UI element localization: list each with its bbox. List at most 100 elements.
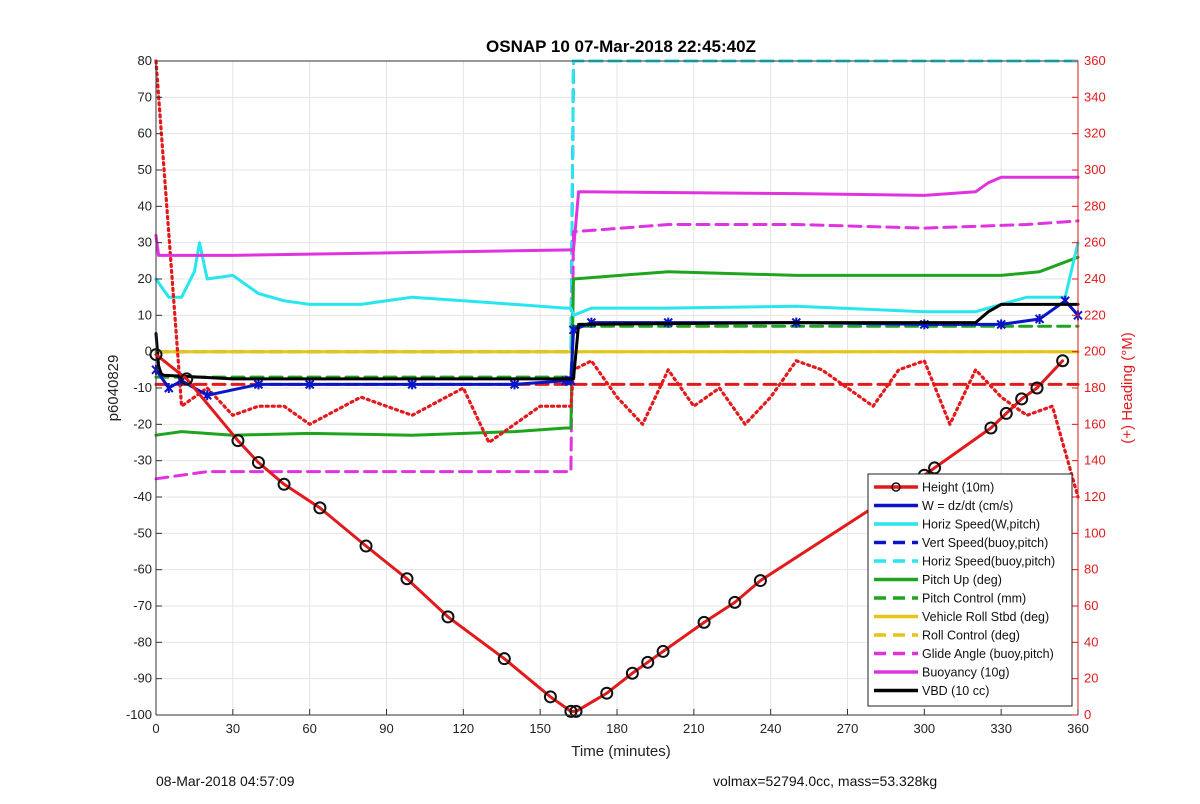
footer-timestamp: 08-Mar-2018 04:57:09	[156, 773, 295, 789]
x-tick-label: 360	[1067, 721, 1089, 736]
height-data-point	[569, 704, 583, 718]
x-tick-label: 0	[152, 721, 159, 736]
y-tick-label: -100	[126, 707, 152, 722]
y2-tick-label: 360	[1084, 53, 1106, 68]
height-data-point	[400, 572, 414, 586]
y-tick-label: -10	[133, 380, 152, 395]
y2-tick-label: 220	[1084, 307, 1106, 322]
x-tick-label: 90	[379, 721, 393, 736]
x-tick-label: 60	[302, 721, 316, 736]
w-data-point	[996, 319, 1006, 330]
w-data-point	[304, 379, 315, 390]
y-tick-label: -90	[133, 671, 152, 686]
height-data-point	[697, 615, 711, 629]
x-tick-label: 120	[452, 721, 474, 736]
legend-label: Pitch Control (mm)	[922, 592, 1026, 606]
height-data-point	[497, 652, 511, 666]
height-data-point	[441, 610, 455, 624]
axes: 0 30 60 90 120 150 180 210 240 270 300 330 360807060…	[126, 53, 1106, 736]
y2-tick-label: 20	[1084, 671, 1098, 686]
legend-label: Vert Speed(buoy,pitch)	[922, 536, 1048, 550]
height-data-point	[543, 690, 557, 704]
y-tick-label: -70	[133, 598, 152, 613]
x-tick-label: 30	[226, 721, 240, 736]
y-tick-label: -60	[133, 562, 152, 577]
x-tick-label: 330	[990, 721, 1012, 736]
series-line	[154, 175, 1080, 257]
y2-tick-label: 120	[1084, 489, 1106, 504]
x-tick-label: 150	[529, 721, 551, 736]
height-data-point	[641, 655, 655, 669]
y2-tick-label: 200	[1084, 344, 1106, 359]
legend-label: W = dz/dt (cm/s)	[922, 499, 1013, 513]
height-data-point	[251, 455, 265, 469]
height-data-point	[277, 477, 291, 491]
y-tick-label: -20	[133, 416, 152, 431]
y2-tick-label: 280	[1084, 198, 1106, 213]
y2-tick-label: 240	[1084, 271, 1106, 286]
y-tick-label: -50	[133, 525, 152, 540]
series-line	[154, 59, 1080, 499]
y2-tick-label: 40	[1084, 634, 1098, 649]
y-tick-label: -40	[133, 489, 152, 504]
y2-tick-label: 100	[1084, 525, 1106, 540]
height-data-point	[1015, 392, 1029, 406]
y-tick-label: 80	[138, 53, 152, 68]
legend-label: Horiz Speed(W,pitch)	[922, 518, 1040, 532]
height-data-point	[728, 595, 742, 609]
height-data-point	[984, 421, 998, 435]
y-axis-label: p6040829	[105, 355, 122, 422]
legend-label: VBD (10 cc)	[922, 684, 989, 698]
y2-tick-label: 80	[1084, 562, 1098, 577]
height-data-point	[928, 461, 942, 475]
height-data-point	[1030, 381, 1044, 395]
y2-tick-label: 320	[1084, 126, 1106, 141]
y-tick-label: 20	[138, 271, 152, 286]
w-data-point	[164, 383, 174, 393]
y2-tick-label: 260	[1084, 235, 1106, 250]
height-data-point	[1056, 354, 1070, 368]
height-data-point	[180, 372, 194, 386]
w-data-point	[202, 390, 212, 401]
y2-axis-label: (+) Heading (°M)	[1119, 332, 1136, 443]
w-data-point	[407, 379, 417, 390]
height-data-point	[600, 686, 614, 700]
y2-tick-label: 140	[1084, 453, 1106, 468]
y2-tick-label: 60	[1084, 598, 1098, 613]
x-tick-label: 180	[606, 721, 628, 736]
height-data-point	[564, 704, 578, 718]
y2-tick-label: 160	[1084, 416, 1106, 431]
y-tick-label: 60	[138, 126, 152, 141]
y-tick-label: 30	[138, 235, 152, 250]
height-data-point	[231, 434, 245, 448]
height-data-point	[999, 406, 1013, 420]
legend-label: Vehicle Roll Stbd (deg)	[922, 610, 1049, 624]
legend-label: Horiz Speed(buoy,pitch)	[922, 555, 1055, 569]
w-data-point	[568, 324, 579, 335]
legend-label: Height (10m)	[922, 481, 994, 495]
y-tick-label: 50	[138, 162, 152, 177]
legend-label: Roll Control (deg)	[922, 629, 1020, 643]
height-data-point	[753, 574, 767, 588]
y-tick-label: 0	[145, 344, 152, 359]
y2-tick-label: 340	[1084, 89, 1106, 104]
x-tick-label: 300	[913, 721, 935, 736]
x-tick-label: 240	[760, 721, 782, 736]
footer-volmax-mass: volmax=52794.0cc, mass=53.328kg	[713, 773, 938, 789]
w-data-point	[1034, 313, 1045, 324]
height-data-point	[313, 501, 327, 515]
x-tick-label: 270	[837, 721, 859, 736]
legend-label: Pitch Up (deg)	[922, 573, 1002, 587]
height-data-point	[625, 666, 639, 680]
x-tick-label: 210	[683, 721, 705, 736]
height-data-point	[359, 539, 373, 553]
y2-tick-label: 300	[1084, 162, 1106, 177]
y-tick-label: 70	[138, 89, 152, 104]
w-data-point	[509, 379, 520, 390]
series-line	[154, 353, 1065, 713]
series-line	[154, 255, 1080, 437]
y-tick-label: 40	[138, 198, 152, 213]
y-tick-label: -80	[133, 634, 152, 649]
legend-marker	[891, 482, 901, 492]
